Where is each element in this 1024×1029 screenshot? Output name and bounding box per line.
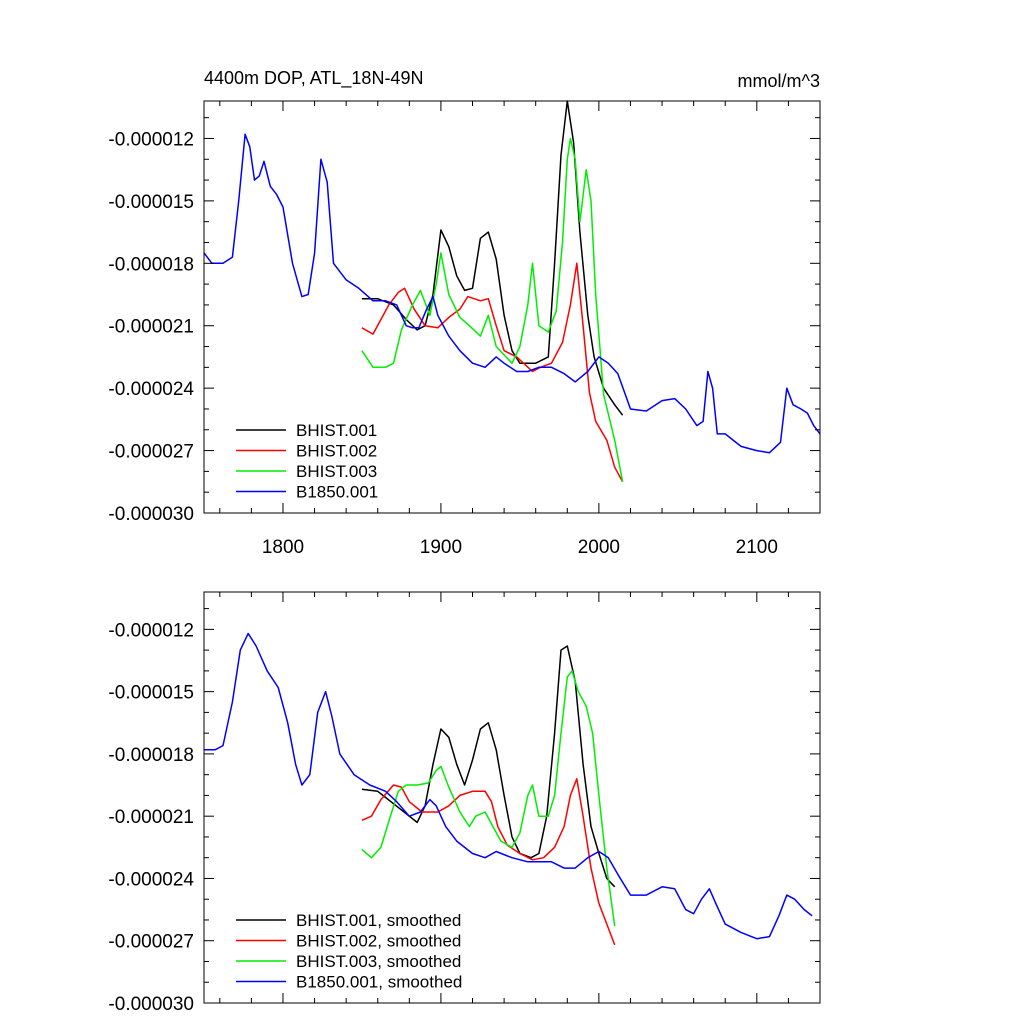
panel-1-series-line-3 <box>361 137 624 482</box>
panel-2-series-line-2 <box>361 778 616 946</box>
panel-2-legend-label-1: BHIST.001, smoothed <box>296 911 461 930</box>
panel-2-series-line-1 <box>361 645 616 888</box>
panel-1-y-tick-label: -0.000015 <box>108 192 194 213</box>
panel-2-y-tick-label: -0.000015 <box>108 683 194 704</box>
panel-2-y-tick-label: -0.000024 <box>108 869 194 890</box>
chart-title: 4400m DOP, ATL_18N-49N <box>204 68 423 89</box>
panel-2-y-tick-label: -0.000021 <box>108 807 194 828</box>
panel-2-y-tick-label: -0.000030 <box>108 994 194 1015</box>
panel-2-legend-label-2: BHIST.002, smoothed <box>296 932 461 951</box>
panel-2-legend-label-4: B1850.001, smoothed <box>296 973 462 992</box>
panel-1-legend-label-2: BHIST.002 <box>296 442 377 461</box>
panel-2-series-line-3 <box>361 670 616 927</box>
panel-1-y-tick-label: -0.000021 <box>108 317 194 338</box>
panel-2-y-tick-label: -0.000012 <box>108 620 194 641</box>
panel-1-x-tick-label: 1900 <box>420 537 462 558</box>
panel-1-x-tick-label: 2100 <box>736 537 778 558</box>
panel-1-y-tick-label: -0.000012 <box>108 129 194 150</box>
panel-2-series-line-4 <box>204 632 813 940</box>
panel-2-legend-label-3: BHIST.003, smoothed <box>296 952 461 971</box>
panel-1-y-tick-label: -0.000018 <box>108 254 194 275</box>
units-label: mmol/m^3 <box>738 71 820 91</box>
panel-1-series-line-2 <box>361 262 624 483</box>
panel-1-x-tick-label: 1800 <box>262 537 304 558</box>
panel-2-plot-frame <box>203 591 821 1004</box>
panel-1-plot-frame <box>203 100 821 514</box>
panel-1-series-line-4 <box>203 133 821 454</box>
panel-1-legend-label-3: BHIST.003 <box>296 462 377 481</box>
panel-1-x-tick-label: 2000 <box>578 537 620 558</box>
panel-2-y-tick-label: -0.000027 <box>108 932 194 953</box>
panel-1-y-tick-label: -0.000027 <box>108 442 194 463</box>
panel-1-legend-label-1: BHIST.001 <box>296 421 377 440</box>
panel-1-y-tick-label: -0.000024 <box>108 379 194 400</box>
panel-1-legend-label-4: B1850.001 <box>296 483 378 502</box>
panel-1-y-tick-label: -0.000030 <box>108 504 194 525</box>
panel-1-series-line-1 <box>361 100 624 416</box>
panel-2-y-tick-label: -0.000018 <box>108 745 194 766</box>
